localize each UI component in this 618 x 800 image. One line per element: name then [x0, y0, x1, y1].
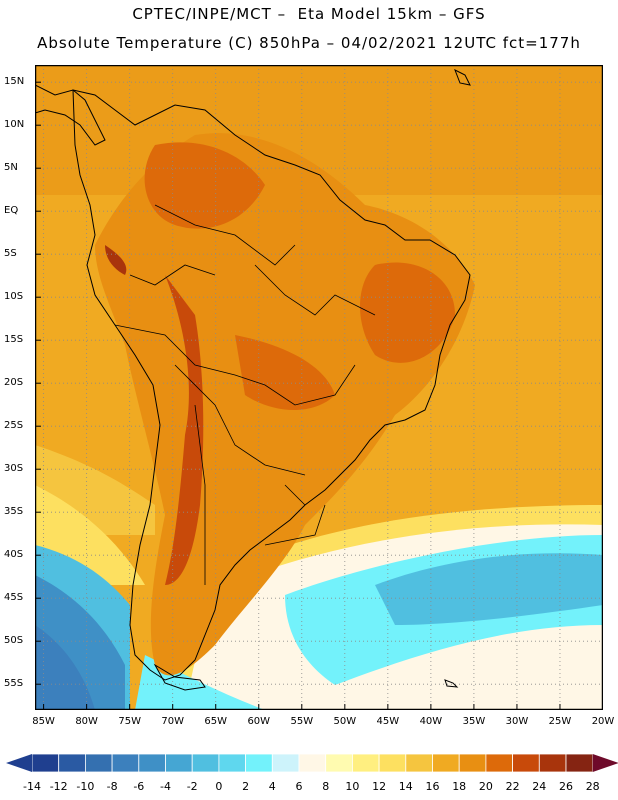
colorbar-label: 4 [268, 780, 276, 793]
colorbar-label: -8 [106, 780, 118, 793]
colorbar-label: 18 [452, 780, 467, 793]
colorbar-swatch [351, 753, 380, 773]
lon-label: 40W [419, 716, 443, 727]
lat-label: 20S [4, 377, 24, 389]
colorbar-swatch [245, 753, 273, 773]
colorbar-label: 16 [425, 780, 440, 793]
colorbar-swatch [325, 753, 353, 773]
colorbar-label: 2 [242, 780, 250, 793]
lat-label: 35S [4, 506, 24, 518]
colorbar-swatch [405, 753, 433, 773]
lon-label: 85W [32, 716, 55, 727]
lat-label: 55S [4, 678, 24, 690]
lat-label: 40S [4, 549, 24, 561]
chart-title-line1: CPTEC/INPE/MCT – Eta Model 15km – GFS [132, 5, 486, 23]
lat-label: 25S [4, 420, 24, 432]
colorbar-label: 24 [532, 780, 547, 793]
colorbar-label: 28 [585, 780, 600, 793]
country-borders [114, 204, 376, 585]
lat-label: 30S [4, 463, 24, 475]
lon-label: 50W [333, 716, 357, 727]
coastline [72, 89, 471, 681]
colorbar-swatch [138, 753, 166, 773]
colorbar-swatch [512, 753, 540, 773]
lat-label: 45S [4, 592, 24, 604]
far-south-band [35, 625, 95, 710]
central-america-coast [35, 84, 106, 146]
tierra-del-fuego [153, 663, 206, 691]
colorbar-swatch [58, 753, 86, 773]
colorbar-swatch [191, 753, 220, 773]
falkland-islands [444, 679, 459, 688]
lat-label: EQ [4, 205, 19, 217]
colorbar-swatch [31, 753, 60, 773]
colorbar-label: 12 [372, 780, 387, 793]
colorbar-label: 26 [559, 780, 573, 793]
lat-label: 5S [4, 248, 17, 260]
colorbar-swatch [85, 753, 113, 773]
lon-label: 20W [591, 716, 615, 727]
colorbar-label: 14 [398, 780, 413, 793]
lat-label: 5N [4, 162, 18, 174]
colorbar-swatch [458, 753, 487, 773]
lat-label: 10N [4, 119, 25, 131]
colorbar-label: -4 [160, 780, 171, 793]
colorbar-swatch [111, 753, 140, 773]
colorbar-label: 8 [322, 780, 330, 793]
colorbar-label: 20 [478, 780, 493, 793]
lon-label: 55W [290, 716, 314, 727]
lat-label: 15N [4, 76, 25, 88]
colorbar-swatch [218, 753, 246, 773]
colorbar-swatch [538, 753, 567, 773]
colorbar-label: 22 [505, 780, 520, 793]
lon-label: 45W [376, 716, 400, 727]
colorbar-right-arrow [592, 754, 618, 772]
colorbar-swatch [432, 753, 460, 773]
colorbar-label: -10 [76, 780, 95, 793]
lon-label: 60W [247, 716, 271, 727]
colorbar-swatch [485, 753, 513, 773]
lon-label: 70W [161, 716, 184, 727]
central-hot [235, 335, 335, 410]
peru-hotspot [105, 245, 127, 275]
colorbar-label: -14 [23, 780, 41, 793]
lat-label: 15S [4, 334, 24, 346]
colorbar-label: 0 [215, 780, 223, 793]
colorbar-swatch [165, 753, 193, 773]
lon-label: 30W [505, 716, 529, 727]
lon-label: 25W [548, 716, 572, 727]
colorbar-label: -12 [49, 780, 68, 793]
andes-hot-strip [165, 275, 204, 585]
colorbar-swatch [378, 753, 407, 773]
lon-label: 65W [204, 716, 228, 727]
lon-label: 75W [118, 716, 141, 727]
atlantic-colder-tongue [375, 553, 603, 625]
colorbar-swatch [298, 753, 327, 773]
lat-lon-grid [35, 65, 603, 710]
chart-title-line2: Absolute Temperature (C) 850hPa – 04/02/… [37, 34, 581, 52]
colorbar-label: 10 [345, 780, 360, 793]
colorbar-swatch [565, 753, 594, 773]
colorbar [6, 753, 618, 773]
lat-label: 50S [4, 635, 24, 647]
map-frame [35, 65, 603, 710]
colorbar-swatch [271, 753, 300, 773]
caribbean-islands [454, 68, 471, 86]
axis-ticks [35, 81, 603, 710]
colorbar-label: 6 [295, 780, 303, 793]
lon-label: 35W [462, 716, 486, 727]
colorbar-left-arrow [6, 754, 32, 772]
temperature-map [35, 65, 603, 710]
lon-label: 80W [75, 716, 98, 727]
venezuela-hot [144, 142, 265, 229]
lat-label: 10S [4, 291, 24, 303]
colorbar-label: -2 [186, 780, 198, 793]
colorbar-label: -6 [133, 780, 145, 793]
